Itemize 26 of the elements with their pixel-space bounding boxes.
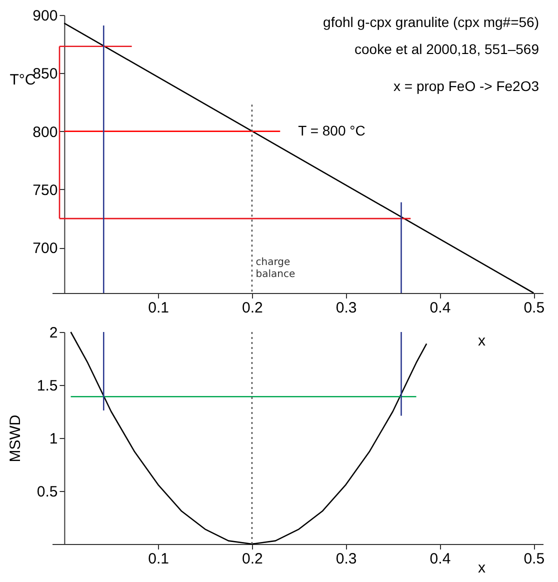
- x-tick-label: 0.3: [336, 300, 357, 316]
- x-tick-label: 0.5: [524, 550, 545, 568]
- x-tick-label: 0.4: [430, 550, 451, 568]
- annotation: gfohl g-cpx granulite (cpx mg#=56): [323, 14, 539, 30]
- x-tick-label: 0.4: [430, 300, 451, 316]
- y-tick-label: 1: [49, 430, 58, 448]
- annotation: cooke et al 2000,18, 551–569: [354, 41, 540, 57]
- y-tick-label: 1.5: [36, 378, 58, 394]
- y-axis-title: MSWD: [6, 414, 24, 462]
- y-tick-label: 700: [32, 240, 58, 258]
- x-tick-label: 0.3: [336, 550, 357, 568]
- y-tick-label: 800: [32, 124, 58, 141]
- x-axis-title: x: [478, 560, 486, 576]
- x-tick-label: 0.2: [242, 300, 263, 316]
- y-tick-label: 0.5: [36, 484, 58, 500]
- annotation: T = 800 °C: [298, 122, 366, 138]
- y-tick-label: 750: [32, 182, 58, 199]
- y-tick-label: 900: [32, 8, 58, 24]
- x-tick-label: 0.1: [148, 550, 170, 568]
- x-tick-label: 0.1: [148, 300, 170, 316]
- y-tick-label: 2: [49, 324, 58, 342]
- x-axis-title: x: [478, 332, 486, 350]
- x-tick-label: 0.2: [242, 550, 263, 568]
- annotation: charge balance: [256, 256, 296, 280]
- annotation: x = prop FeO -> Fe2O3: [393, 78, 540, 94]
- x-tick-label: 0.5: [524, 300, 545, 316]
